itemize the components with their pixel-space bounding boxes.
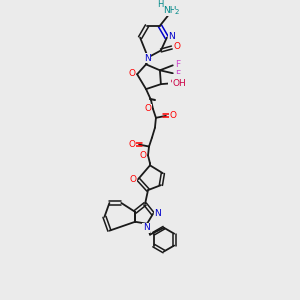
Text: O: O bbox=[140, 151, 147, 160]
Text: N: N bbox=[154, 209, 161, 218]
Text: N: N bbox=[143, 223, 149, 232]
Text: OH: OH bbox=[173, 79, 187, 88]
Text: O: O bbox=[129, 69, 136, 78]
Text: O: O bbox=[129, 140, 136, 149]
Text: O: O bbox=[130, 175, 137, 184]
Text: •: • bbox=[169, 75, 177, 89]
Text: F: F bbox=[175, 70, 180, 79]
Text: O: O bbox=[173, 42, 180, 51]
Text: O: O bbox=[169, 111, 176, 120]
Text: 2: 2 bbox=[175, 9, 179, 15]
Text: H: H bbox=[157, 0, 163, 9]
Text: F: F bbox=[175, 60, 180, 69]
Text: NH: NH bbox=[163, 6, 177, 15]
Polygon shape bbox=[146, 57, 151, 64]
Text: N: N bbox=[144, 54, 150, 63]
Text: N: N bbox=[168, 32, 175, 41]
Text: O: O bbox=[145, 104, 152, 113]
